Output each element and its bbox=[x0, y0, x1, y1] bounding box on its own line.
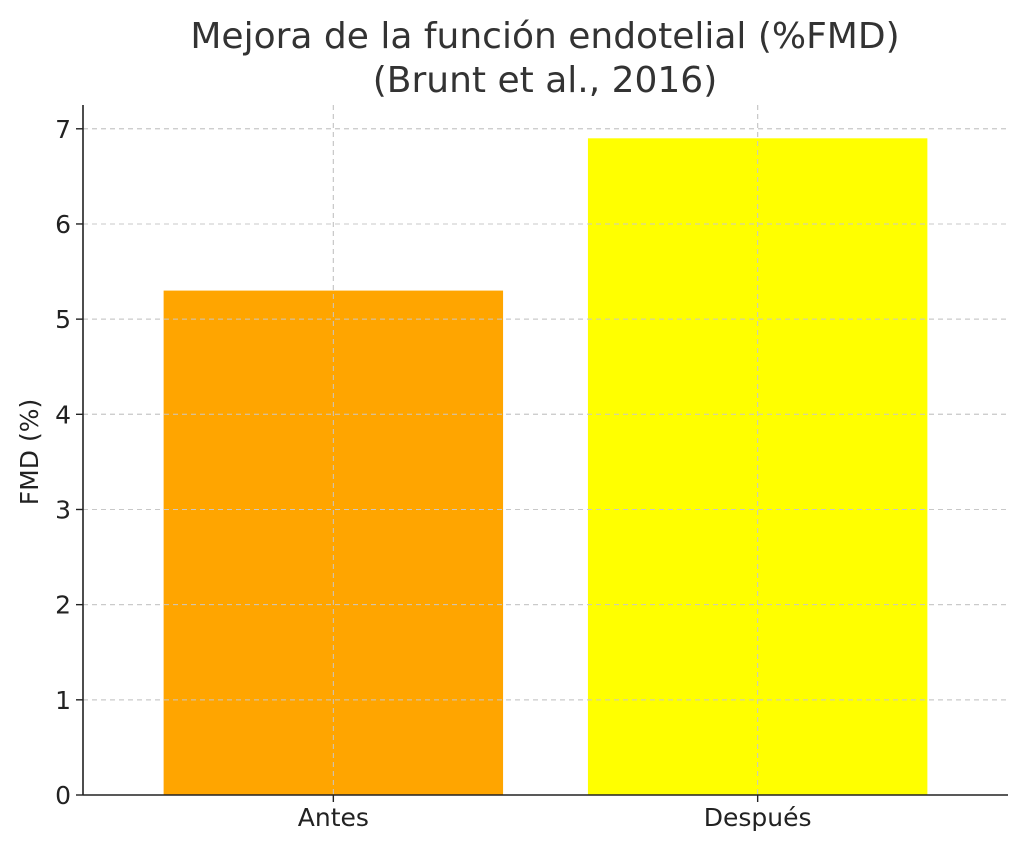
y-tick-label: 0 bbox=[55, 781, 71, 810]
x-tick-label: Antes bbox=[298, 803, 369, 832]
y-tick-label: 2 bbox=[55, 591, 71, 620]
chart-subtitle: (Brunt et al., 2016) bbox=[373, 60, 718, 101]
y-axis-label: FMD (%) bbox=[15, 399, 44, 505]
y-tick-label: 6 bbox=[55, 210, 71, 239]
tick-labels: 0 1 2 3 4 5 6 7 Antes Después bbox=[55, 115, 811, 832]
y-tick-label: 3 bbox=[55, 495, 71, 524]
chart-title: Mejora de la función endotelial (%FMD) bbox=[190, 16, 899, 57]
y-tick-label: 1 bbox=[55, 686, 71, 715]
bars bbox=[83, 105, 1008, 795]
x-tick-label: Después bbox=[704, 803, 812, 832]
y-tick-label: 7 bbox=[55, 115, 71, 144]
axes bbox=[76, 105, 1008, 802]
y-tick-label: 4 bbox=[55, 400, 71, 429]
y-tick-label: 5 bbox=[55, 305, 71, 334]
